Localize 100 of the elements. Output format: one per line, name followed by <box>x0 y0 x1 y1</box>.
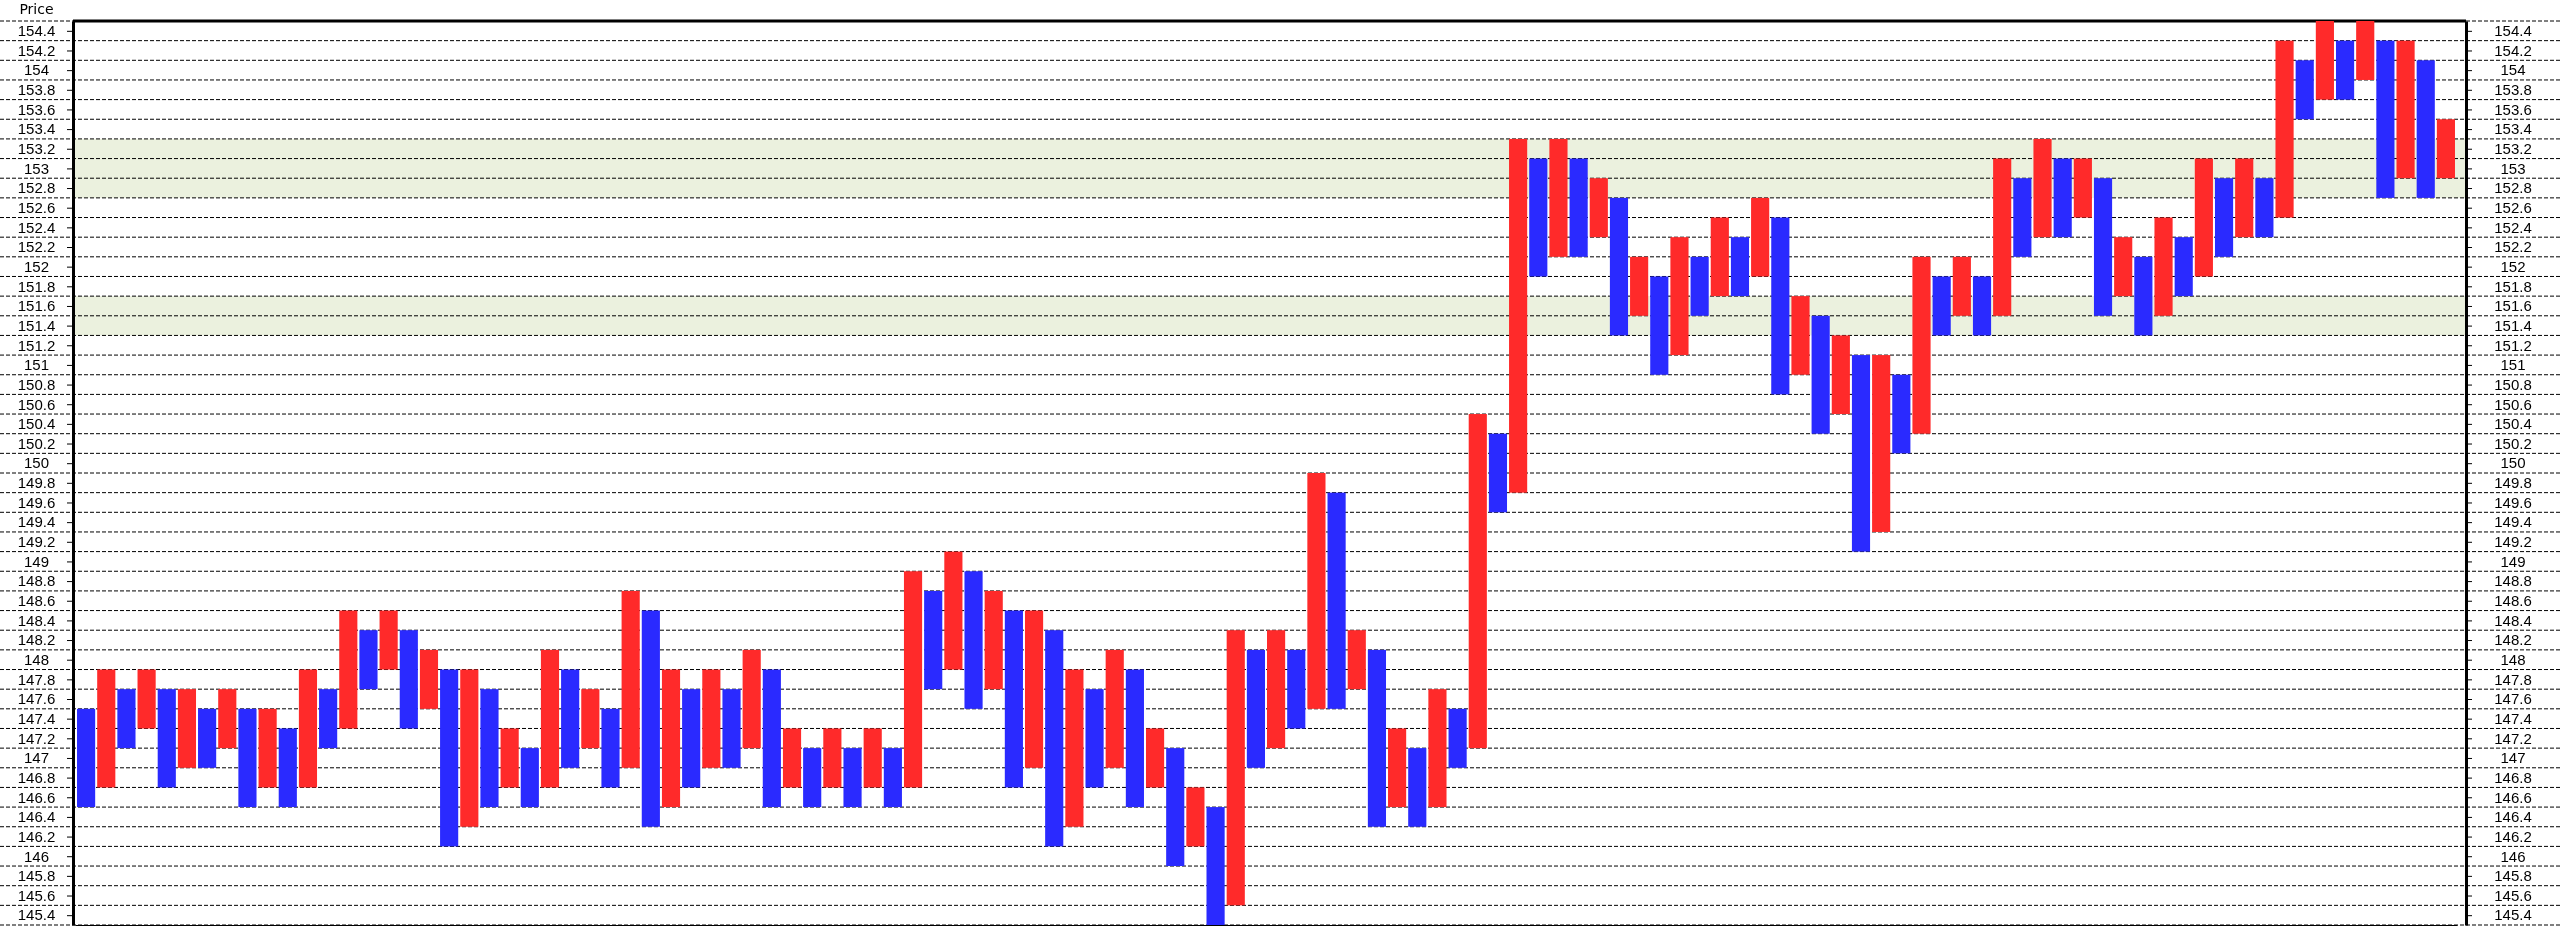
bar <box>924 590 943 690</box>
y-tick-label: 148.8 <box>17 572 56 590</box>
y-tick-label: 152.8 <box>17 179 56 197</box>
bar <box>1367 649 1387 827</box>
bar <box>77 708 96 808</box>
y2-tick-label: 154.2 <box>2494 41 2532 59</box>
y-tick-label: 149.4 <box>17 513 56 531</box>
bar <box>1468 414 1487 749</box>
bar <box>1811 315 1830 434</box>
y-tick-label: 150 <box>23 454 50 472</box>
bar <box>964 571 983 709</box>
y-tick-label: 151.4 <box>17 316 56 334</box>
bar <box>1569 158 1588 257</box>
bar <box>2335 40 2355 100</box>
bar <box>1529 158 1548 277</box>
y-tick-label: 150.8 <box>17 375 56 393</box>
bar <box>218 689 237 749</box>
y-tick-label: 146.6 <box>17 788 56 806</box>
y2-tick-label: 148.2 <box>2494 631 2532 649</box>
y-tick-label: 148 <box>23 651 50 668</box>
bar <box>661 669 681 808</box>
y-tick-label: 153.8 <box>17 81 56 99</box>
bar <box>500 728 519 788</box>
bar <box>298 669 318 788</box>
bar <box>843 748 862 808</box>
bar <box>1730 237 1750 297</box>
y-tick-label: 152.2 <box>17 238 56 256</box>
bar <box>561 669 580 768</box>
bar <box>1428 689 1447 808</box>
bar <box>2235 158 2254 238</box>
bar <box>1892 374 1911 454</box>
y2-tick-label: 146.8 <box>2494 768 2532 786</box>
bar <box>419 649 439 709</box>
bar <box>1509 138 1528 493</box>
bar <box>117 689 136 749</box>
y-tick-label: 147.8 <box>17 670 56 688</box>
bar <box>1347 630 1366 690</box>
y2-tick-label: 147.8 <box>2494 670 2532 688</box>
bar <box>137 669 156 729</box>
bar <box>2356 21 2375 80</box>
bar <box>682 689 701 788</box>
bar <box>2053 158 2072 238</box>
y2-tick-label: 153 <box>2500 159 2526 177</box>
bar <box>883 748 902 808</box>
bar <box>97 669 116 788</box>
bar <box>863 728 882 788</box>
y2-tick-label: 150.8 <box>2494 375 2532 393</box>
bar <box>702 669 721 768</box>
bar <box>1327 492 1346 709</box>
y2-tick-label: 153.2 <box>2494 140 2532 158</box>
y2-tick-label: 146.4 <box>2494 808 2532 826</box>
bar <box>823 728 842 788</box>
y2-tick-label: 151.8 <box>2494 277 2532 295</box>
bar <box>2255 178 2274 238</box>
bar <box>742 649 761 749</box>
y2-tick-label: 151 <box>2500 356 2526 374</box>
bar <box>762 669 781 808</box>
y2-tick-label: 145.4 <box>2494 906 2532 924</box>
y2-tick-label: 146.6 <box>2494 788 2532 806</box>
bar <box>2376 40 2395 198</box>
y2-tick-label: 145.8 <box>2494 867 2532 885</box>
y-tick-label: 147.2 <box>17 729 56 747</box>
bar <box>1287 649 1306 729</box>
bar <box>1589 178 1608 238</box>
bar <box>2214 178 2234 257</box>
y2-tick-label: 146.2 <box>2494 827 2532 845</box>
y-tick-label: 146.2 <box>17 827 56 845</box>
bar <box>1246 649 1265 768</box>
y2-tick-label: 149.2 <box>2494 533 2532 551</box>
y-tick-label: 153.6 <box>17 100 56 118</box>
y2-tick-label: 149 <box>2500 552 2526 570</box>
bar <box>782 728 802 788</box>
bar <box>2093 178 2113 316</box>
y2-tick-label: 147.6 <box>2494 690 2532 708</box>
bar <box>1791 296 1810 375</box>
y2-tick-label: 154 <box>2500 61 2526 79</box>
y-tick-label: 145.8 <box>17 867 56 885</box>
bar <box>1872 355 1891 532</box>
bar <box>258 708 277 788</box>
y2-tick-label: 147.2 <box>2494 729 2532 747</box>
bar <box>1670 237 1689 356</box>
bar <box>1166 748 1185 867</box>
bar <box>621 590 640 768</box>
bar <box>157 689 176 788</box>
bar <box>903 571 923 788</box>
y2-tick-label: 154.4 <box>2494 22 2532 40</box>
bar <box>1307 473 1326 709</box>
bar <box>1488 433 1508 513</box>
bar <box>803 748 822 808</box>
y2-tick-label: 153.4 <box>2494 120 2532 138</box>
y-tick-label: 149.8 <box>17 474 56 492</box>
bar <box>1206 807 1225 925</box>
bar <box>1851 355 1871 552</box>
bar <box>2396 40 2415 179</box>
bar <box>2073 158 2092 218</box>
bar <box>581 689 600 749</box>
bar <box>1549 138 1568 257</box>
y2-tick-label: 148 <box>2500 651 2526 668</box>
bar <box>1630 256 1649 316</box>
y-tick-label: 147 <box>23 749 50 767</box>
